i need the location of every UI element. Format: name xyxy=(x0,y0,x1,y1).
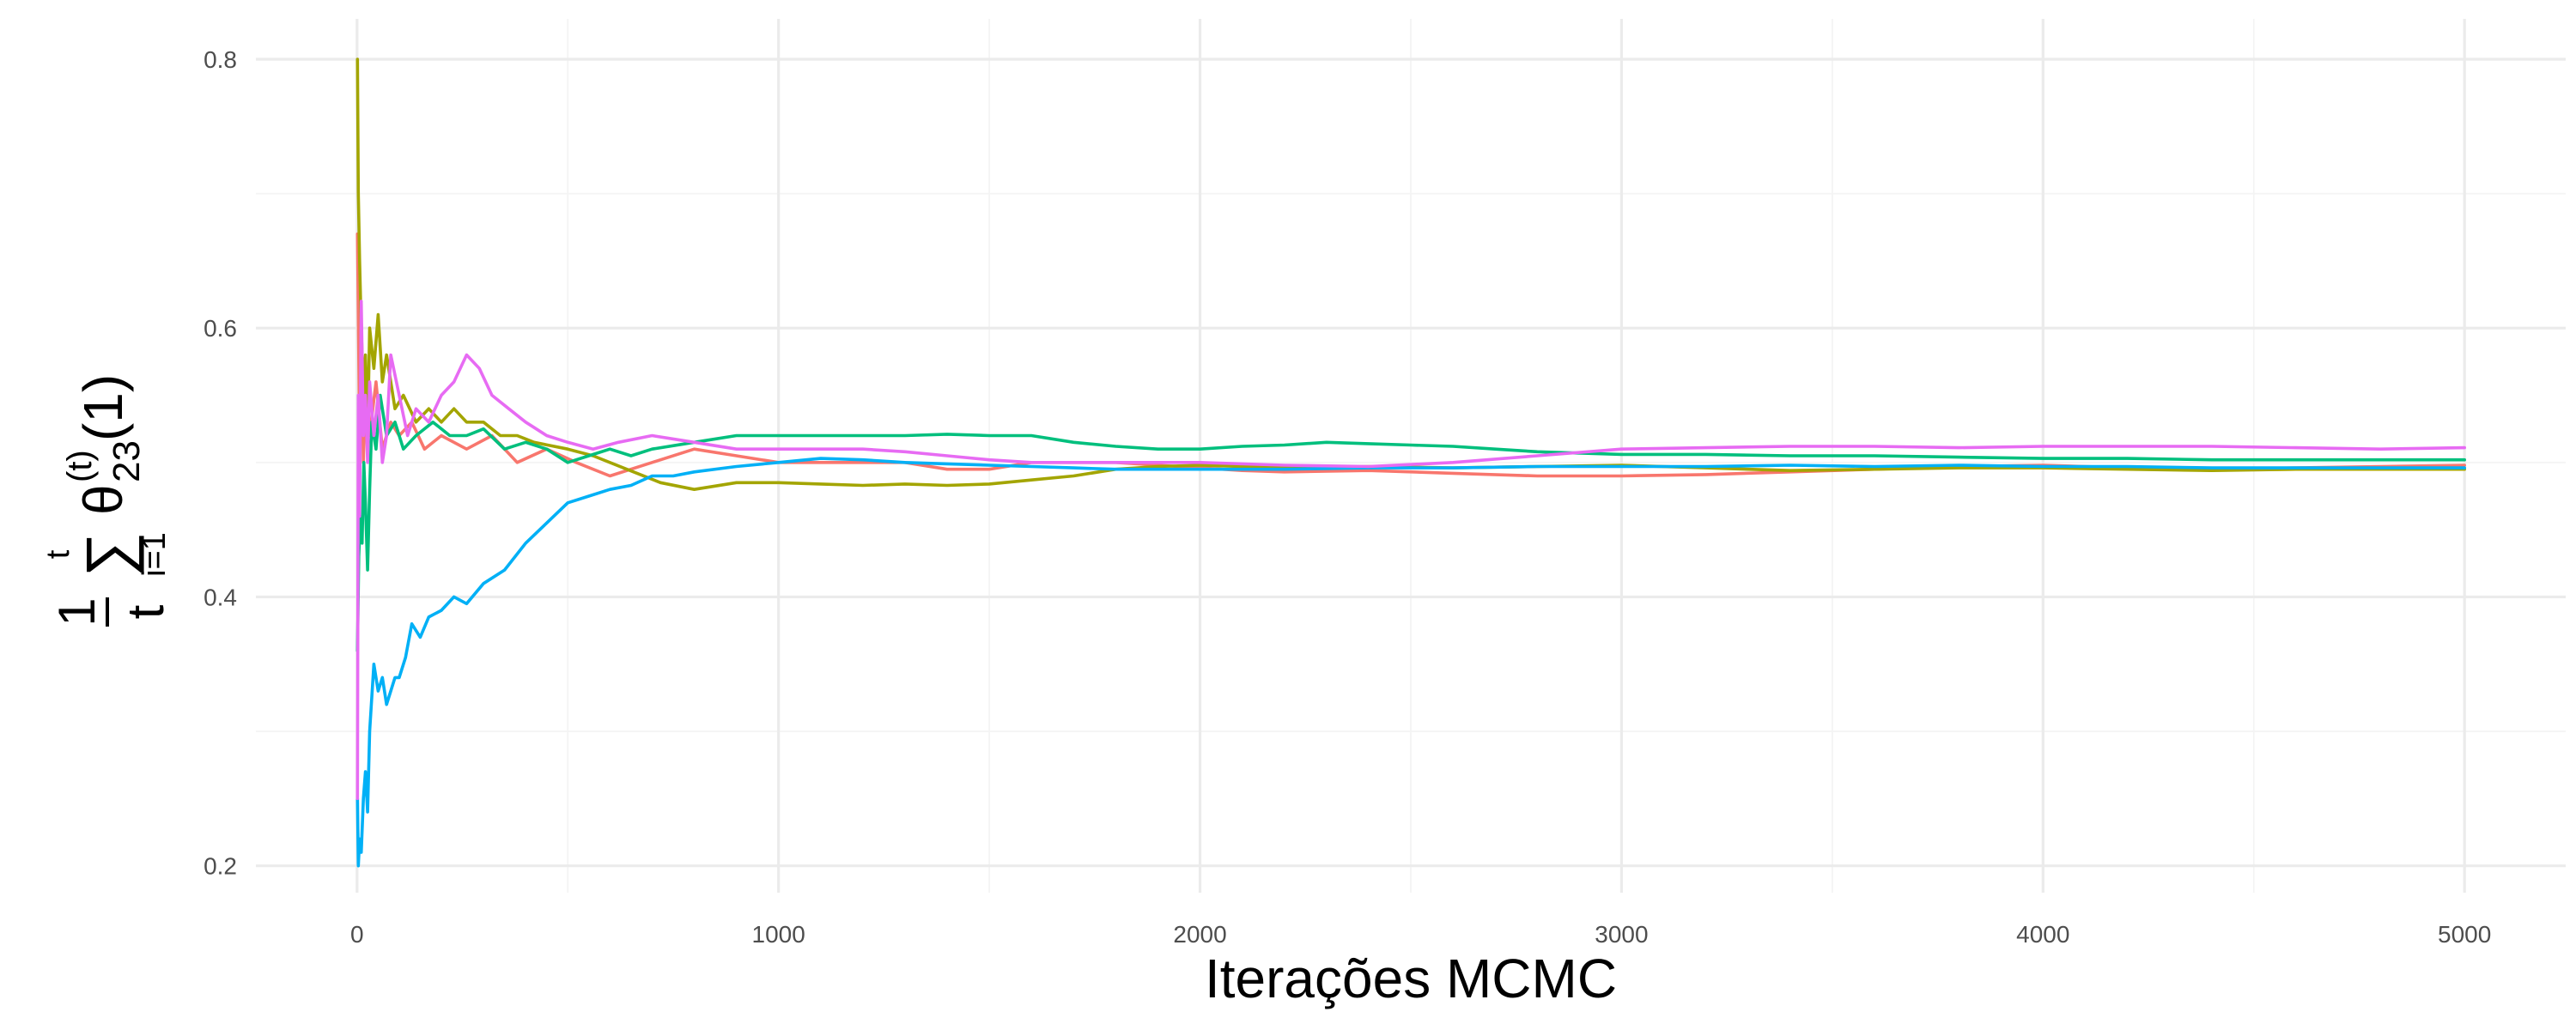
y-tick-label: 0.2 xyxy=(204,853,237,880)
x-tick-label: 4000 xyxy=(2016,921,2069,948)
y-tick-label: 0.4 xyxy=(204,584,237,610)
x-tick-labels: 0 1000 2000 3000 4000 5000 xyxy=(350,921,2491,948)
series-line-4 xyxy=(355,457,2466,868)
series-line-5 xyxy=(355,300,2466,801)
x-tick-label: 2000 xyxy=(1173,921,1226,948)
x-tick-label: 1000 xyxy=(752,921,805,948)
y-label-subscript: 23 xyxy=(106,440,148,482)
y-label-superscript: (t) xyxy=(61,450,99,482)
y-label-fraction-numerator: 1 xyxy=(48,597,106,626)
y-axis-label: 1 t t ∑ i=1 θ (t) 23 (1) xyxy=(40,374,174,627)
y-label-sum-lower: i=1 xyxy=(137,532,173,577)
y-tick-label: 0.8 xyxy=(204,46,237,73)
y-tick-labels: 0.2 0.4 0.6 0.8 xyxy=(204,46,237,880)
grid-minor-y xyxy=(256,192,2566,732)
y-label-theta: θ xyxy=(72,484,134,515)
y-tick-label: 0.6 xyxy=(204,315,237,342)
x-tick-label: 3000 xyxy=(1595,921,1648,948)
y-label-sum-upper: t xyxy=(40,549,76,559)
y-label-sum-symbol: ∑ xyxy=(73,532,144,578)
y-label-fraction-denominator: t xyxy=(117,604,174,619)
y-label-argument: (1) xyxy=(72,374,134,441)
x-axis-label: Iterações MCMC xyxy=(1205,948,1617,1009)
series-layer xyxy=(355,58,2466,868)
grid-major-y xyxy=(256,58,2566,868)
x-tick-label: 5000 xyxy=(2438,921,2491,948)
grid-minor-x xyxy=(567,19,2255,893)
x-tick-label: 0 xyxy=(350,921,364,948)
